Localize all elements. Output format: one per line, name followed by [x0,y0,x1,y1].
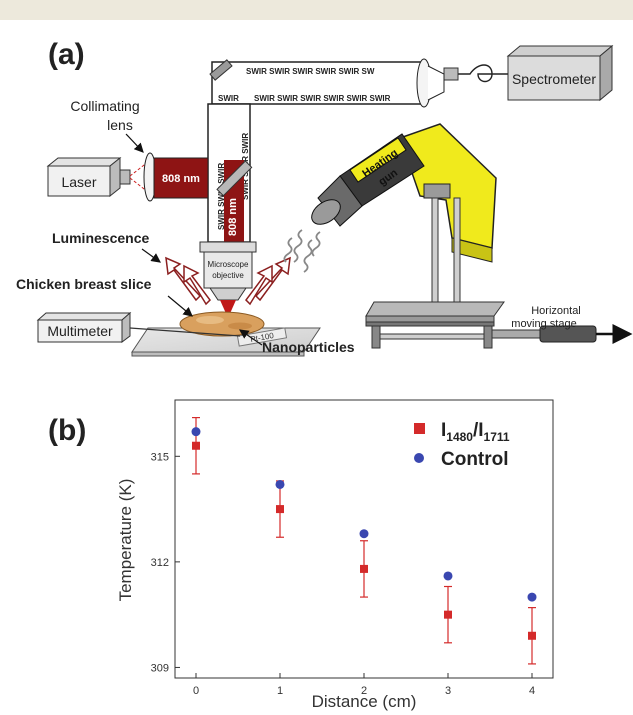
ratio-point [444,610,452,619]
stage-label-2: moving stage [511,318,576,330]
legend-circle-marker [414,453,424,463]
laser-focus [220,300,236,318]
dichroic-mirror [216,160,253,197]
top-mirror [209,59,233,81]
stand [365,183,505,349]
y-tick-label: 312 [151,557,169,569]
laser-label: Laser [61,174,96,190]
wavelength-horizontal: 808 nm [162,173,200,185]
panel-a: (a) Spectrometer SWIR SWIR SWIR SWIR SWI… [16,38,633,357]
x-tick-label: 2 [361,685,367,697]
control-point [275,479,285,489]
y-axis-title: Temperature (K) [116,479,135,602]
collimating-label-2: lens [107,117,133,133]
x-axis: 0 1 2 3 4 [193,673,535,697]
collimating-label-1: Collimating [70,98,139,114]
moving-stage [491,324,633,344]
legend-ratio: I1480/I1711 [441,420,510,444]
optical-fiber [445,64,508,83]
ratio-point [528,631,536,640]
x-tick-label: 4 [529,685,535,697]
ratio-point [192,441,200,450]
swir-row-top: SWIR SWIR SWIR SWIR SWIR SW [246,67,375,76]
wavelength-vertical: 808 nm [227,198,239,236]
x-tick-label: 0 [193,685,199,697]
heat-waves [283,229,321,273]
ratio-point [360,564,368,573]
x-tick-label: 1 [277,685,283,697]
swir-corner: SWIR [218,94,239,103]
multimeter-label: Multimeter [47,323,113,339]
microscope-objective: Microscope objective [199,241,257,301]
microscope-label-1: Microscope [208,260,249,269]
control-point [527,592,537,602]
laser-box: Laser [46,156,131,198]
control-point [443,571,453,581]
x-axis-title: Distance (cm) [312,692,417,711]
top-strip [0,0,633,20]
swir-beam-horizontal: SWIR SWIR SWIR SWIR SWIR SW SWIR SWIR SW… [211,58,445,108]
stage-label-1: Horizontal [531,305,581,317]
y-tick-label: 315 [151,451,169,463]
panel-a-label: (a) [48,38,85,71]
multimeter-wire [129,327,241,337]
x-tick-label: 3 [445,685,451,697]
y-tick-label: 309 [151,662,169,674]
control-point [191,427,201,437]
heating-gun: Heating gun [311,123,497,263]
nanoparticles-label: Nanoparticles [262,339,355,355]
laser-beam-horizontal [153,157,209,199]
microscope-label-2: objective [212,271,244,280]
sample-stage: Pt-100 [131,311,321,357]
data-series [191,416,537,665]
y-axis: 309 312 315 [151,451,180,674]
chicken-label: Chicken breast slice [16,276,152,292]
panel-b-label: (b) [48,414,86,447]
control-point [359,529,369,539]
pt100-probe [236,327,288,347]
swir-row-bottom: SWIR SWIR SWIR SWIR SWIR SWIR [254,94,391,103]
swir-col-left: SWIR SWIR SWIR [217,163,226,230]
luminescence-arrows [165,256,291,306]
legend: I1480/I1711 Control [414,420,510,470]
luminescence-label: Luminescence [52,230,149,246]
panel-b: (b) 0 1 2 3 4 309 312 315 Distance (cm) Temper… [48,399,554,711]
spectrometer-label: Spectrometer [512,71,596,87]
spectrometer-box: Spectrometer [506,44,614,102]
legend-control: Control [441,449,509,470]
ratio-point [276,505,284,514]
multimeter-box: Multimeter [36,311,132,343]
fiber-coupler [443,67,459,81]
legend-square-marker [414,423,425,434]
